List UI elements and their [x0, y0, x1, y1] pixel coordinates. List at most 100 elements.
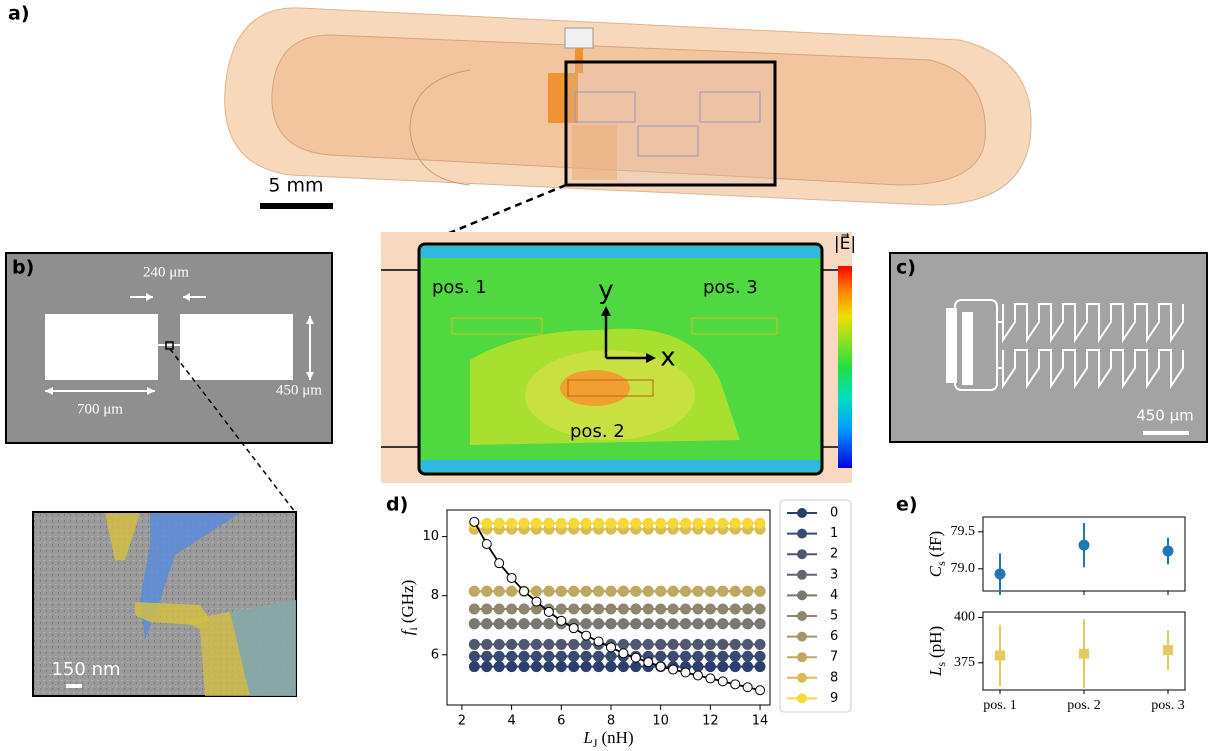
- data-point: [481, 650, 493, 662]
- data-point: [680, 650, 692, 662]
- legend-label: 1: [830, 526, 838, 541]
- data-point: [493, 638, 505, 650]
- panel-label: e): [896, 494, 918, 516]
- data-point: [667, 585, 679, 597]
- data-point: [630, 585, 642, 597]
- sem-b: [5, 252, 333, 513]
- data-point: [729, 638, 741, 650]
- axis-symbol: f: [398, 628, 417, 635]
- data-point: [754, 603, 766, 615]
- data-point: [754, 585, 766, 597]
- data-point: [530, 650, 542, 662]
- data-point: [717, 676, 728, 687]
- data-point: [593, 618, 605, 630]
- data-point: [630, 618, 642, 630]
- data-point: [680, 638, 692, 650]
- data-point: [704, 638, 716, 650]
- data-point: [642, 603, 654, 615]
- data-point: [667, 618, 679, 630]
- legend-label: 8: [830, 670, 838, 685]
- data-point: [518, 650, 530, 662]
- data-point: [481, 517, 493, 529]
- axis-symbol: L: [582, 728, 592, 747]
- legend-swatch: [797, 590, 807, 601]
- x-tick-label: 8: [607, 714, 615, 729]
- data-point: [704, 661, 716, 673]
- data-point: [555, 585, 567, 597]
- data-point: [755, 685, 766, 696]
- data-point: [630, 638, 642, 650]
- data-point: [593, 650, 605, 662]
- axis-subscript: i: [406, 627, 420, 631]
- dimension-label: 700 μm: [77, 401, 123, 417]
- data-point: [530, 585, 542, 597]
- dimension-label: 450 μm: [276, 382, 322, 398]
- data-point: [481, 603, 493, 615]
- data-point: [568, 650, 580, 662]
- data-point: [555, 661, 567, 673]
- data-point: [729, 585, 741, 597]
- data-point: [667, 638, 679, 650]
- data-point: [543, 618, 555, 630]
- data-point: [518, 603, 530, 615]
- data-point: [530, 618, 542, 630]
- data-point: [742, 585, 754, 597]
- data-point: [680, 603, 692, 615]
- data-point: [680, 667, 691, 678]
- data-point: [605, 603, 617, 615]
- data-point: [742, 650, 754, 662]
- data-point: [580, 661, 592, 673]
- data-point: [1079, 648, 1089, 659]
- data-point: [481, 618, 493, 630]
- axis-unit: (GHz): [398, 580, 417, 623]
- data-point: [506, 618, 518, 630]
- data-point: [617, 618, 629, 630]
- data-point: [692, 638, 704, 650]
- data-point: [617, 585, 629, 597]
- x-tick-label: 12: [702, 714, 719, 729]
- position-label: pos. 2: [570, 421, 625, 442]
- data-point: [692, 661, 704, 673]
- data-point: [680, 618, 692, 630]
- legend-swatch: [797, 611, 807, 621]
- legend-swatch: [797, 652, 807, 663]
- axis-unit: (pH): [926, 626, 945, 658]
- data-point: [481, 538, 492, 549]
- cavity-render: [224, 7, 1032, 247]
- legend-swatch: [797, 549, 807, 560]
- data-point: [618, 648, 629, 659]
- data-point: [568, 623, 579, 634]
- legend-label: 9: [830, 691, 838, 706]
- x-tick-label: pos. 1: [983, 698, 1016, 713]
- data-point: [506, 517, 518, 529]
- legend-swatch: [797, 631, 807, 642]
- data-point: [593, 603, 605, 615]
- data-point: [506, 572, 517, 583]
- data-point: [581, 630, 592, 641]
- data-point: [580, 618, 592, 630]
- data-point: [543, 638, 555, 650]
- data-point: [617, 638, 629, 650]
- data-point: [568, 638, 580, 650]
- data-point: [531, 596, 542, 607]
- data-point: [605, 642, 616, 653]
- data-point: [543, 650, 555, 662]
- data-point: [481, 585, 493, 597]
- data-point: [742, 618, 754, 630]
- data-point: [729, 661, 741, 673]
- data-point: [655, 638, 667, 650]
- axis-unit: (fF): [926, 531, 945, 557]
- data-point: [493, 603, 505, 615]
- legend-swatch: [797, 693, 807, 704]
- data-point: [667, 650, 679, 662]
- data-point: [1162, 545, 1174, 557]
- data-point: [568, 661, 580, 673]
- data-point: [717, 585, 729, 597]
- axis-label: Cs (fF): [926, 531, 948, 577]
- legend-label: 2: [830, 547, 838, 562]
- axis-symbol: L: [926, 667, 945, 677]
- data-point: [468, 618, 480, 630]
- data-point: [481, 638, 493, 650]
- data-point: [729, 603, 741, 615]
- data-point: [568, 517, 580, 529]
